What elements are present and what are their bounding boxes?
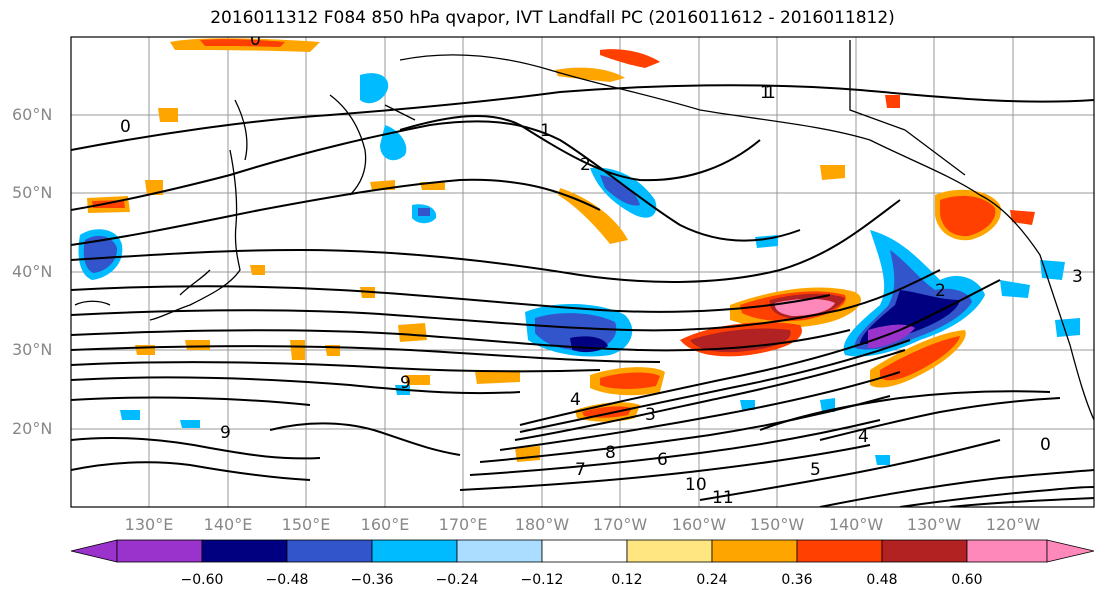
contour-label: 2	[935, 281, 946, 301]
lon-tick: 160°W	[671, 515, 727, 534]
lon-tick: 150°E	[281, 515, 331, 534]
lat-tick: 30°N	[12, 340, 53, 359]
contour-label: 0	[1040, 435, 1051, 455]
contour-label: 1	[760, 83, 771, 103]
contour-label: 9	[400, 373, 411, 393]
ivt-contours	[71, 84, 1094, 507]
colorbar-segment	[286, 539, 373, 563]
map-title: 2016011312 F084 850 hPa qvapor, IVT Land…	[210, 8, 895, 28]
contour-label: 6	[657, 450, 668, 470]
colorbar-segment	[796, 539, 883, 563]
colorbar-label: 0.12	[611, 572, 643, 588]
colorbar	[70, 539, 1095, 563]
colorbar-segment	[1046, 539, 1095, 563]
lat-tick: 60°N	[12, 105, 53, 124]
colorbar-label: 0.24	[696, 572, 728, 588]
contour-label: 4	[858, 427, 869, 447]
contour-label: 5	[810, 460, 821, 480]
contour-label: 1	[765, 83, 776, 103]
colorbar-label: −0.12	[520, 572, 564, 588]
colorbar-segment	[70, 539, 118, 563]
colorbar-segment	[371, 539, 458, 563]
colorbar-label: −0.48	[265, 572, 309, 588]
colorbar-segment	[626, 539, 713, 563]
contour-label: 11	[712, 488, 734, 508]
lon-tick: 150°W	[749, 515, 805, 534]
lon-tick: 170°E	[438, 515, 488, 534]
contour-label: 7	[575, 460, 586, 480]
colorbar-segment	[881, 539, 968, 563]
lat-tick: 20°N	[12, 419, 53, 438]
qvapor-negative-patches	[78, 73, 1080, 465]
lon-tick: 130°W	[906, 515, 962, 534]
lat-tick: 40°N	[12, 262, 53, 281]
colorbar-segment	[456, 539, 543, 563]
contour-label: 3	[645, 405, 656, 425]
lon-tick: 130°E	[124, 515, 174, 534]
colorbar-label: −0.60	[180, 572, 224, 588]
colorbar-segment	[711, 539, 798, 563]
plot-frame	[70, 36, 1095, 508]
contour-label: 9	[220, 423, 231, 443]
contour-label: 0	[250, 30, 261, 50]
qvapor-positive-patches	[87, 38, 1035, 462]
colorbar-label: 0.36	[781, 572, 813, 588]
colorbar-segment	[116, 539, 203, 563]
colorbar-segment	[201, 539, 288, 563]
contour-label: 0	[120, 117, 131, 137]
colorbar-label: 0.60	[951, 572, 983, 588]
contour-label: 8	[605, 443, 616, 463]
lon-tick: 140°W	[828, 515, 884, 534]
graticule	[71, 37, 1094, 507]
lat-tick: 50°N	[12, 183, 53, 202]
lon-tick: 170°W	[592, 515, 648, 534]
contour-label: 3	[1072, 267, 1083, 287]
lon-tick: 140°E	[203, 515, 253, 534]
lon-tick: 160°E	[360, 515, 410, 534]
contour-label: 10	[685, 475, 707, 495]
lon-tick: 180°W	[514, 515, 570, 534]
colorbar-label: −0.36	[350, 572, 394, 588]
map-plot-area: 0 0 1 1 2 3 4 5 6 7 8 9 9 10 11 0 1 3 4 …	[71, 30, 1094, 508]
colorbar-segment	[966, 539, 1048, 563]
contour-label: 2	[580, 155, 591, 175]
colorbar-label: −0.24	[435, 572, 479, 588]
contour-label: 1	[540, 121, 551, 141]
lon-tick: 120°W	[985, 515, 1041, 534]
contour-label: 4	[570, 390, 581, 410]
colorbar-label: 0.48	[866, 572, 898, 588]
contour-labels: 0 0 1 1 2 3 4 5 6 7 8 9 9 10 11 0 1 3 4 …	[120, 30, 1083, 508]
colorbar-segment	[541, 539, 628, 563]
coastlines	[74, 40, 1094, 421]
